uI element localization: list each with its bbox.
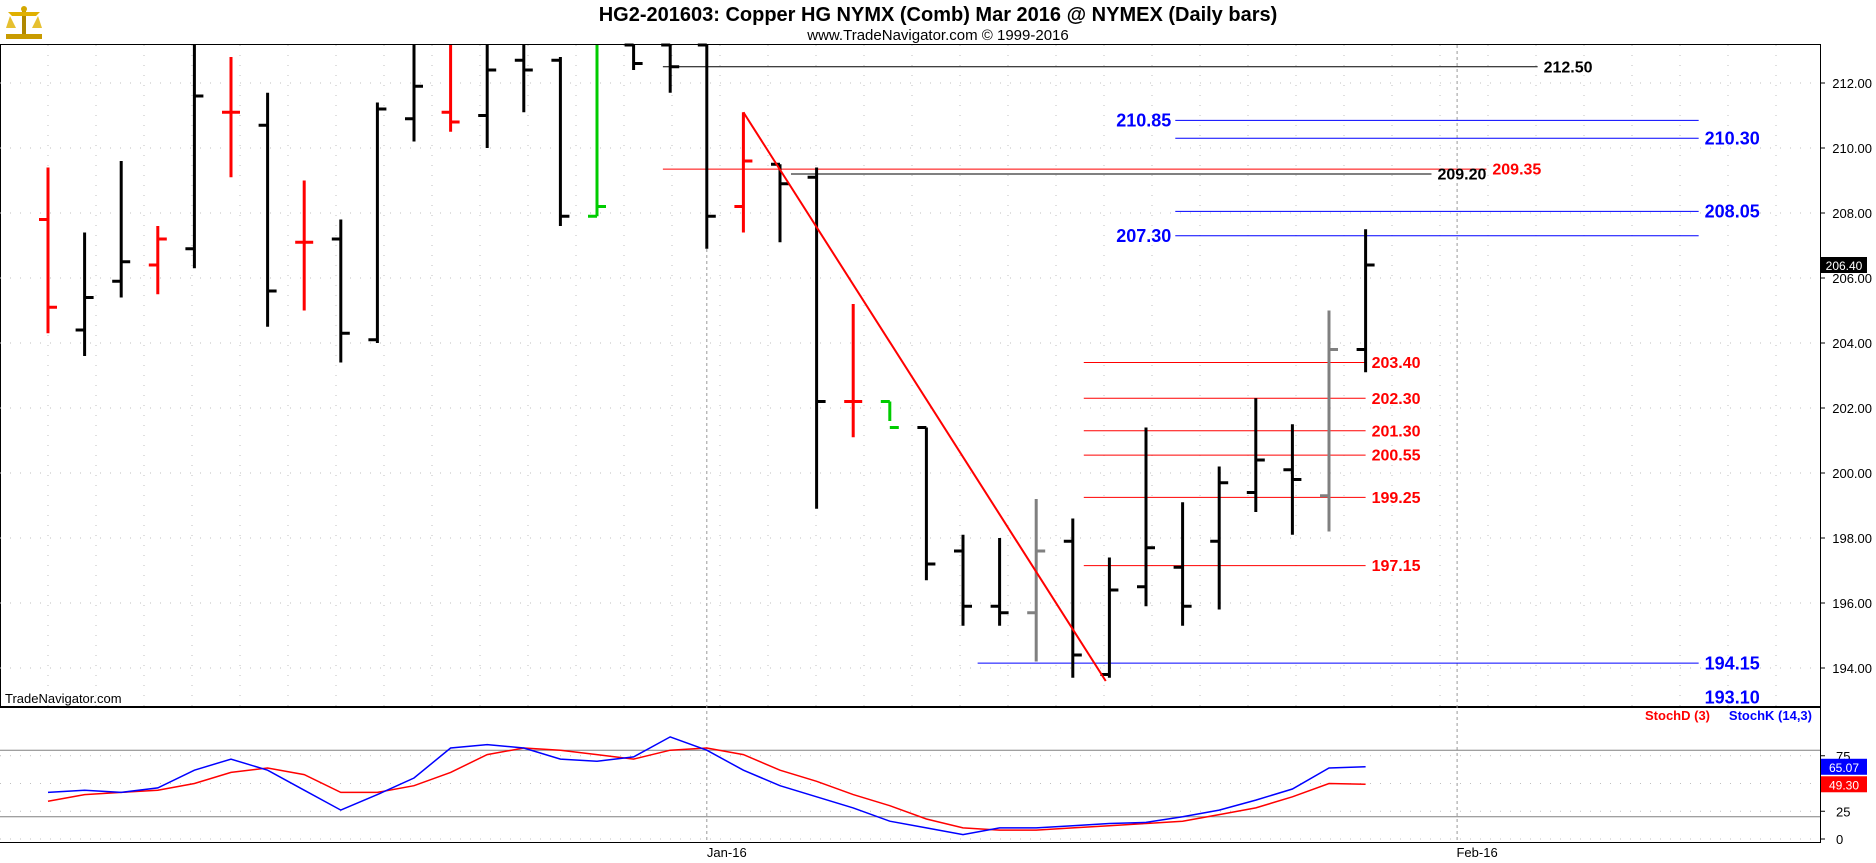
level-label-200.55: 200.55 xyxy=(1372,448,1421,465)
stochk-last-tag xyxy=(1821,758,1867,775)
ohlc-bar xyxy=(697,43,716,249)
price-tick-label: 210.00 xyxy=(1832,141,1872,156)
stochd-line xyxy=(47,747,1366,831)
bars-layer xyxy=(39,43,1375,678)
price-tick-label: 206.00 xyxy=(1832,271,1872,286)
ohlc-bar xyxy=(75,232,94,356)
levels-layer: 212.50 210.85 210.30 209.35 209.20 208.05 207.… xyxy=(662,59,1760,708)
level-label-199.25: 199.25 xyxy=(1372,490,1421,507)
axis-layer: 212.00 210.00 208.00 206.00 204.00 202.00 200.… xyxy=(707,76,1872,860)
ohlc-bar xyxy=(331,219,350,363)
ohlc-bar xyxy=(588,45,606,218)
price-tick-label: 212.00 xyxy=(1832,76,1872,91)
level-label-193.10: 193.10 xyxy=(1705,688,1760,708)
price-tick-label: 200.00 xyxy=(1832,466,1872,481)
chart-title: HG2-201603: Copper HG NYMX (Comb) Mar 20… xyxy=(599,4,1278,26)
ohlc-bar xyxy=(624,43,643,70)
ohlc-bar xyxy=(222,57,240,178)
last-price-label: 206.40 xyxy=(1826,259,1863,273)
price-tick-label: 194.00 xyxy=(1832,661,1872,676)
ohlc-bar xyxy=(1063,518,1082,678)
ohlc-bar xyxy=(1320,310,1338,532)
ohlc-bar xyxy=(954,534,972,626)
stochk-last-label: 65.07 xyxy=(1829,761,1859,775)
stochd-last-label: 49.30 xyxy=(1829,778,1859,792)
level-label-209.20: 209.20 xyxy=(1437,167,1486,184)
level-label-209.35: 209.35 xyxy=(1492,162,1541,179)
ohlc-bar xyxy=(1246,398,1265,512)
legend-stochk: StochK (14,3) xyxy=(1729,708,1812,723)
ohlc-bar xyxy=(1356,229,1375,373)
level-label-201.30: 201.30 xyxy=(1372,423,1421,440)
trendline-layer xyxy=(742,111,1107,682)
level-label-212.50: 212.50 xyxy=(1544,59,1593,76)
last-price-tag xyxy=(1821,257,1867,273)
level-label-207.30: 207.30 xyxy=(1116,226,1171,246)
ohlc-bar xyxy=(1027,499,1046,662)
ohlc-bar xyxy=(661,43,680,93)
level-label-208.05: 208.05 xyxy=(1705,202,1760,222)
level-label-210.30: 210.30 xyxy=(1705,129,1760,149)
ohlc-bar xyxy=(807,167,826,509)
date-label: Jan-16 xyxy=(707,845,747,860)
level-label-194.15: 194.15 xyxy=(1705,653,1760,673)
ohlc-bar xyxy=(112,161,131,298)
grid-layer xyxy=(0,45,1820,842)
ohlc-bar xyxy=(917,426,936,581)
level-label-203.40: 203.40 xyxy=(1372,355,1421,372)
level-label-202.30: 202.30 xyxy=(1372,391,1421,408)
ohlc-bar xyxy=(368,102,387,343)
ohlc-bar xyxy=(39,167,57,334)
ohlc-bar xyxy=(771,162,789,243)
stochd-last-tag xyxy=(1821,776,1867,793)
ohlc-bar xyxy=(258,92,277,327)
price-tick-label: 204.00 xyxy=(1832,336,1872,351)
ohlc-bar xyxy=(295,180,314,311)
ohlc-bar xyxy=(441,45,460,132)
stochk-line xyxy=(47,736,1366,836)
ohlc-bar xyxy=(990,538,1009,626)
legend-stochd: StochD (3) xyxy=(1645,708,1710,723)
price-tick-label: 196.00 xyxy=(1832,596,1872,611)
ohlc-bar xyxy=(1210,466,1229,610)
date-label: Feb-16 xyxy=(1456,845,1497,860)
level-label-197.15: 197.15 xyxy=(1372,558,1421,575)
trade-navigator-logo-icon xyxy=(6,6,42,39)
ohlc-bar xyxy=(1283,424,1302,535)
ohlc-bar xyxy=(185,45,204,269)
ohlc-bar xyxy=(1100,557,1119,678)
stoch-tick-label: 0 xyxy=(1836,832,1843,847)
ohlc-bar xyxy=(478,45,497,148)
ohlc-bar xyxy=(734,112,753,233)
ohlc-bar xyxy=(1137,427,1155,607)
trendline xyxy=(742,111,1107,682)
price-tick-label: 202.00 xyxy=(1832,401,1872,416)
ohlc-bar xyxy=(880,400,899,429)
ohlc-bar xyxy=(551,57,570,226)
chart-subtitle: www.TradeNavigator.com © 1999-2016 xyxy=(806,27,1068,44)
price-tick-label: 198.00 xyxy=(1832,531,1872,546)
ohlc-bar xyxy=(1173,502,1192,626)
ohlc-bar xyxy=(405,45,423,142)
price-tick-label: 208.00 xyxy=(1832,206,1872,221)
ohlc-bar xyxy=(844,304,863,438)
stoch-tick-label: 25 xyxy=(1836,804,1850,819)
ohlc-bar xyxy=(148,226,167,295)
ohlc-bar xyxy=(514,45,533,113)
level-label-210.85: 210.85 xyxy=(1116,111,1171,131)
watermark-label: TradeNavigator.com xyxy=(5,691,122,706)
